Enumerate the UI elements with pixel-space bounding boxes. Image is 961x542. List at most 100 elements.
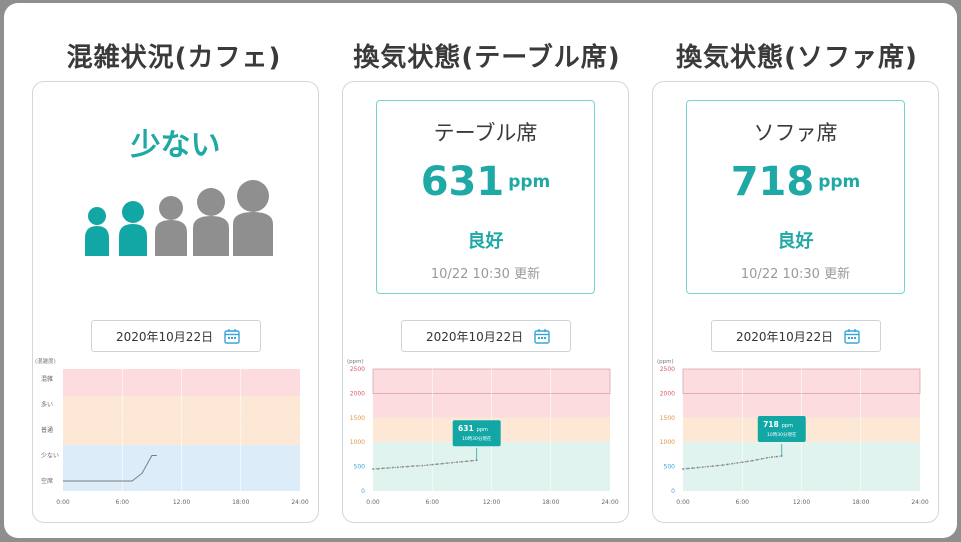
y-tick-label: 2500	[660, 366, 675, 373]
tooltip-sub: 10時30分現在	[462, 435, 492, 442]
data-point	[377, 467, 379, 470]
y-tick-label: 多い	[41, 401, 53, 409]
data-point	[721, 464, 724, 467]
data-point	[696, 466, 699, 469]
x-tick-label: 24:00	[911, 499, 928, 506]
data-point	[756, 458, 758, 461]
y-tick-label: 1000	[660, 439, 675, 446]
data-point	[396, 466, 399, 469]
tooltip-value: 631	[458, 424, 474, 433]
crowd-chart: (混雑度) 空席 少ない 普通 多い 混雑 0:00 6:00 12:00 18:00 24:00	[35, 357, 309, 506]
data-point	[441, 462, 444, 465]
data-point	[741, 461, 744, 464]
data-point	[736, 462, 739, 464]
crowd-date-picker[interactable]: 2020年10月22日	[91, 320, 261, 352]
ppm-unit: ppm	[818, 172, 861, 192]
x-tick-label: 12:00	[173, 499, 190, 506]
data-point	[761, 457, 763, 460]
data-point	[726, 463, 729, 466]
table-card: テーブル席 631 ppm 良好 10/22 10:30 更新 2020年10月2…	[342, 81, 629, 523]
data-point	[746, 460, 749, 463]
data-point	[426, 464, 429, 467]
y-tick-label: 少ない	[41, 453, 59, 460]
ppm-reading: 718 ppm	[687, 159, 904, 205]
data-point	[451, 461, 453, 464]
crowd-panel-title: 混雑状況(カフェ)	[66, 43, 282, 73]
ventilation-status: 良好	[777, 231, 814, 252]
y-tick-label: 1500	[350, 415, 365, 422]
seat-name: ソファ席	[753, 121, 838, 145]
data-point	[391, 466, 394, 469]
y-tick-label: 1000	[350, 439, 365, 446]
x-tick-label: 18:00	[232, 499, 249, 506]
person-icon	[119, 201, 147, 256]
sofa-date-label: 2020年10月22日	[736, 329, 834, 344]
data-point	[406, 465, 409, 468]
crowd-level-label: 少ない	[130, 128, 221, 163]
y-tick-label: 2000	[350, 390, 365, 397]
sofa-card: ソファ席 718 ppm 良好 10/22 10:30 更新 2020年10月22…	[652, 81, 939, 523]
x-tick-label: 12:00	[793, 499, 810, 506]
x-tick-label: 0:00	[366, 499, 380, 506]
data-point	[421, 464, 424, 467]
y-tick-label: 2500	[350, 366, 365, 373]
sofa-panel-title: 換気状態(ソファ席)	[676, 43, 918, 73]
y-tick-label: 2000	[660, 390, 675, 397]
calendar-icon[interactable]	[534, 328, 550, 344]
calendar-icon[interactable]	[844, 328, 860, 344]
data-point	[446, 462, 448, 465]
y-tick-label: 普通	[41, 426, 53, 434]
x-tick-label: 6:00	[116, 499, 130, 506]
x-tick-label: 18:00	[852, 499, 869, 506]
data-point	[691, 467, 694, 469]
tooltip-value: 718	[763, 420, 779, 429]
tooltip-unit: ppm	[477, 427, 488, 433]
tooltip-box	[452, 420, 501, 447]
y-axis-label: (混雑度)	[35, 357, 56, 365]
data-point	[401, 465, 404, 468]
data-point	[716, 464, 719, 467]
data-point	[411, 465, 414, 468]
y-tick-label: 0	[671, 488, 675, 495]
ppm-reading: 631 ppm	[377, 159, 594, 205]
data-point	[456, 461, 458, 464]
x-tick-label: 0:00	[676, 499, 690, 506]
sofa-date-picker[interactable]: 2020年10月22日	[711, 320, 881, 352]
x-tick-label: 6:00	[426, 499, 440, 506]
seat-name: テーブル席	[433, 121, 538, 145]
data-point	[706, 465, 709, 468]
x-tick-label: 18:00	[542, 499, 559, 506]
data-point	[731, 462, 734, 465]
people-indicator	[85, 180, 273, 256]
person-icon	[85, 207, 109, 256]
table-date-picker[interactable]: 2020年10月22日	[401, 320, 571, 352]
table-panel-title: 換気状態(テーブル席)	[353, 43, 621, 73]
y-tick-label: 空席	[41, 477, 53, 485]
x-tick-label: 0:00	[56, 499, 70, 506]
data-point	[475, 459, 478, 462]
updated-time: 10/22 10:30 更新	[430, 267, 541, 282]
y-axis-label: (ppm)	[657, 359, 674, 365]
data-point	[460, 460, 463, 463]
data-point	[780, 455, 783, 457]
data-point	[372, 468, 374, 470]
tooltip-sub: 10時30分現在	[767, 431, 797, 438]
y-tick-label: 500	[354, 464, 366, 471]
x-tick-label: 24:00	[291, 499, 308, 506]
data-point	[416, 464, 419, 467]
data-point	[711, 465, 714, 468]
table-co2-chart: (ppm) 0 500 1000 1500 2000 2500 0:00 6:00 12:00 18…	[347, 359, 619, 506]
data-point	[687, 467, 689, 470]
y-tick-label: 500	[664, 464, 676, 471]
data-point	[465, 460, 468, 463]
series-line	[63, 455, 157, 482]
y-tick-label: 1500	[660, 415, 675, 422]
crowd-card: 少ない 2020年10月22日	[32, 81, 319, 523]
x-tick-label: 6:00	[736, 499, 750, 506]
table-reading-box: テーブル席 631 ppm 良好 10/22 10:30 更新	[376, 100, 595, 294]
data-point	[381, 467, 384, 470]
data-point	[436, 463, 439, 466]
calendar-icon[interactable]	[224, 328, 240, 344]
y-axis-label: (ppm)	[347, 359, 364, 365]
person-icon	[155, 196, 187, 256]
